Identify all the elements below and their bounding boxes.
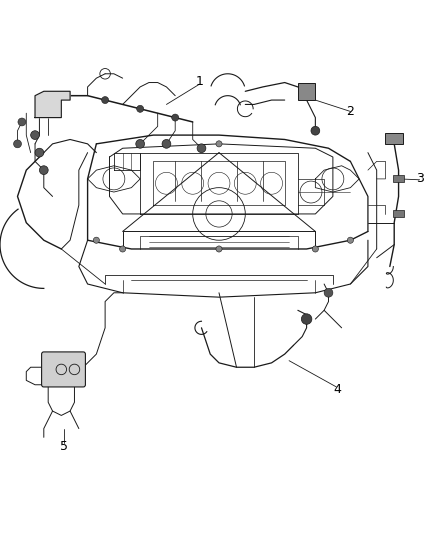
Text: 5: 5 [60,440,67,453]
FancyBboxPatch shape [42,352,85,387]
Circle shape [31,131,39,140]
Circle shape [197,144,206,152]
Circle shape [93,237,99,243]
Circle shape [39,166,48,174]
Circle shape [136,140,145,148]
Text: 1: 1 [195,75,203,88]
Bar [393,211,404,217]
Circle shape [324,288,333,297]
Bar [385,133,403,144]
Circle shape [172,114,179,121]
Bar [393,175,404,182]
Circle shape [301,314,312,324]
Circle shape [102,96,109,103]
Text: 3: 3 [417,172,424,185]
Text: 2: 2 [346,104,354,117]
Circle shape [216,246,222,252]
Circle shape [35,148,44,157]
Circle shape [162,140,171,148]
Circle shape [311,126,320,135]
Polygon shape [35,91,70,118]
Circle shape [14,140,21,148]
Circle shape [216,141,222,147]
Circle shape [312,246,318,252]
Circle shape [120,246,126,252]
Text: 4: 4 [333,383,341,395]
Circle shape [137,106,144,112]
Circle shape [18,118,26,126]
Bar [298,83,315,100]
Circle shape [347,237,353,243]
